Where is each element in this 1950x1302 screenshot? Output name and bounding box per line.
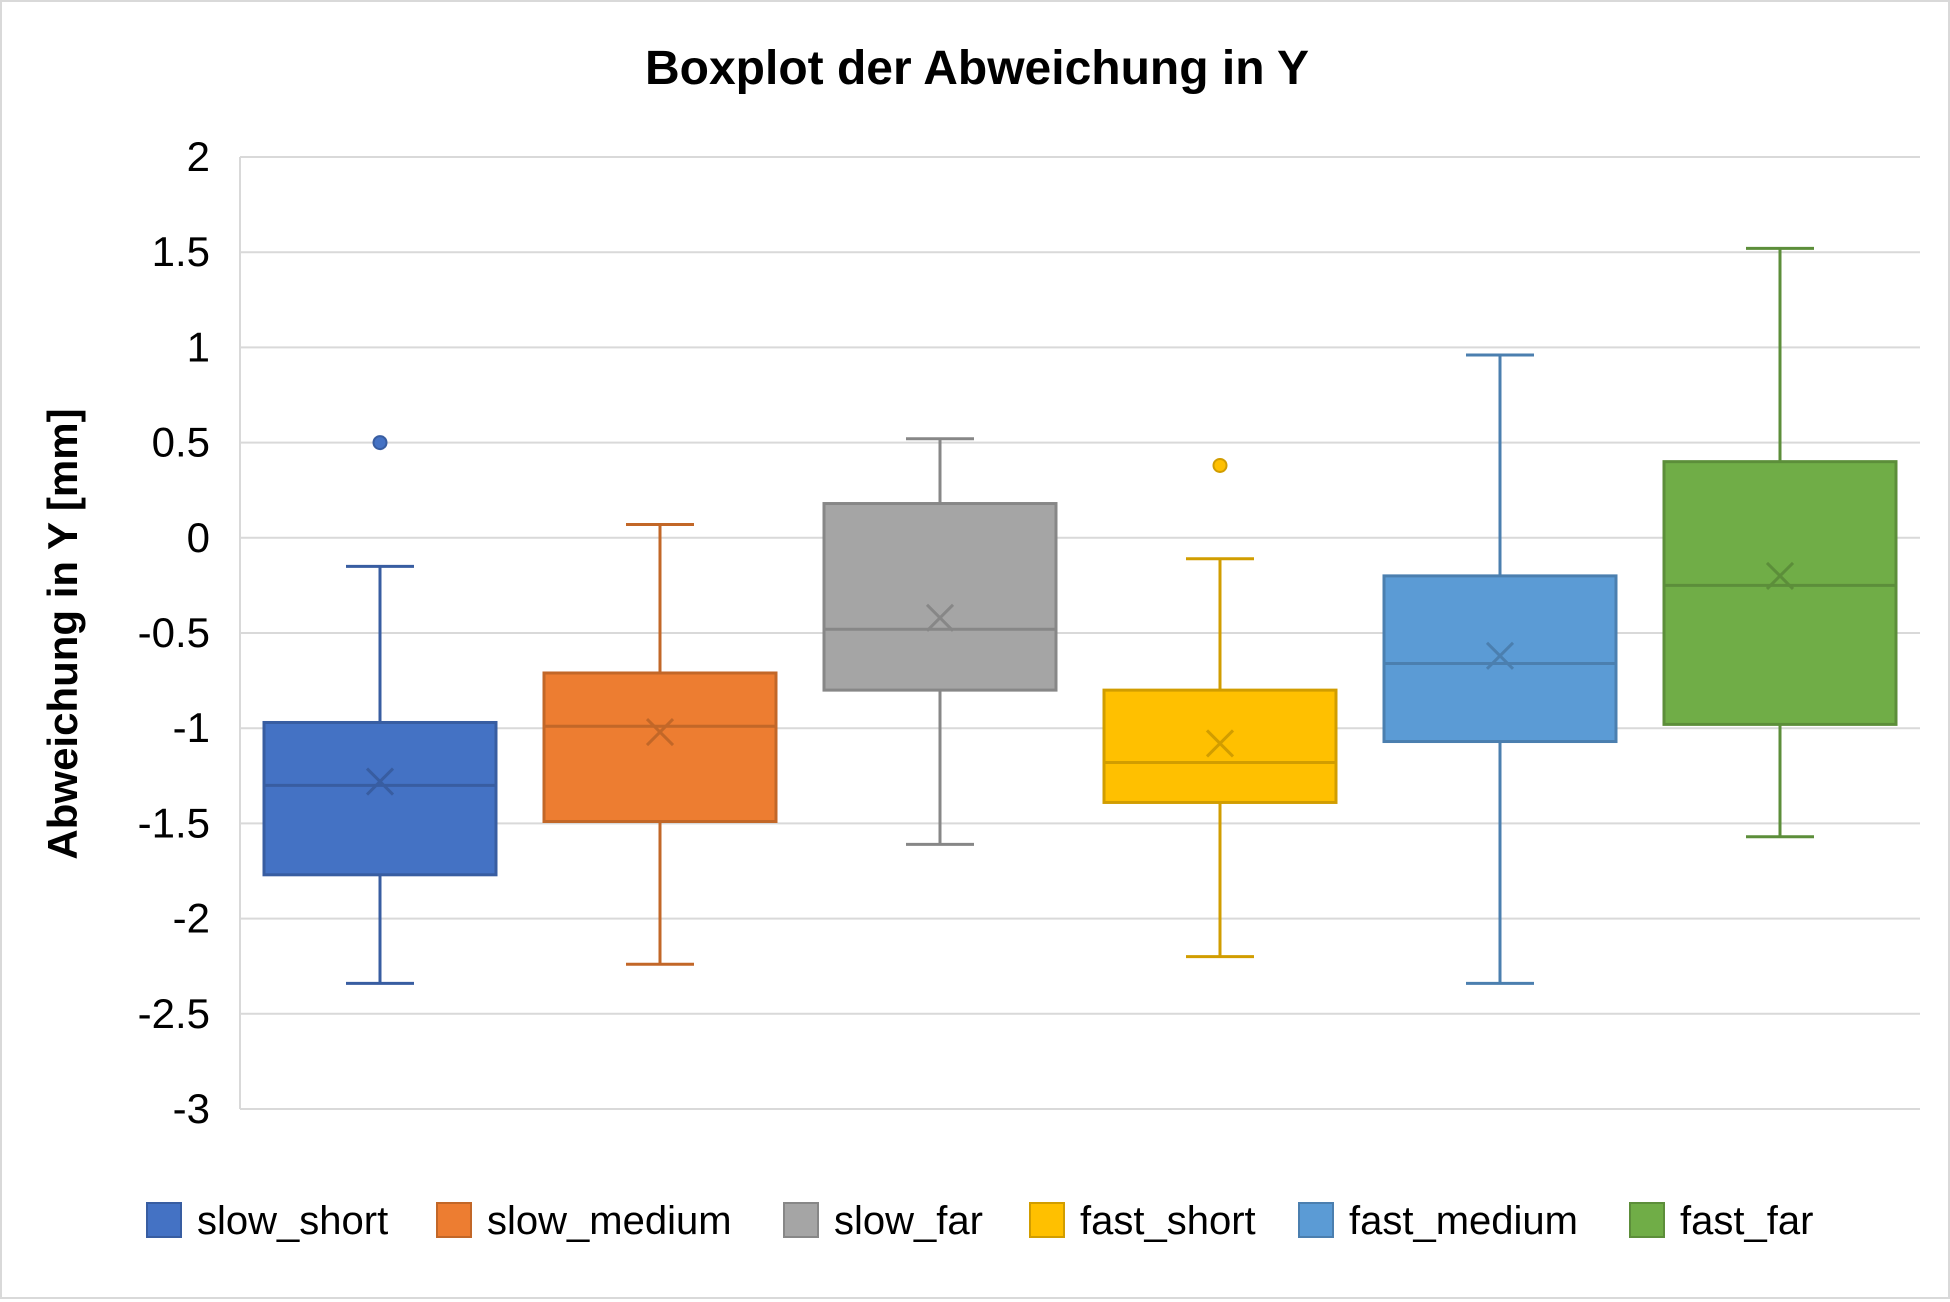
legend: slow_short slow_medium slow_far fast_short f…	[146, 1199, 1813, 1243]
legend-swatch	[783, 1202, 819, 1238]
box-iqr	[1662, 460, 1898, 726]
box-fast_far	[1662, 246, 1898, 839]
y-tick-label: 1.5	[152, 228, 210, 275]
grid-lines	[239, 156, 1920, 1110]
box-series	[262, 246, 1898, 985]
legend-swatch	[146, 1202, 182, 1238]
legend-label: slow_short	[197, 1199, 388, 1243]
outlier-point	[372, 435, 388, 451]
legend-label: slow_far	[834, 1199, 983, 1243]
y-tick-label: 0.5	[152, 419, 210, 466]
y-tick-label: -2	[173, 895, 210, 942]
box-iqr	[1382, 574, 1618, 744]
mean-marker	[1765, 561, 1795, 590]
y-tick-label: -3	[173, 1085, 210, 1132]
y-tick-label: -0.5	[138, 609, 210, 656]
y-tick-label: -1	[173, 704, 210, 751]
box-slow_medium	[542, 522, 778, 966]
legend-swatch	[436, 1202, 472, 1238]
y-tick-label: -2.5	[138, 990, 210, 1037]
legend-swatch	[1298, 1202, 1334, 1238]
legend-label: fast_far	[1680, 1199, 1813, 1243]
box-iqr	[822, 502, 1058, 692]
mean-marker	[645, 717, 675, 747]
mean-marker-stroke	[1485, 641, 1515, 670]
y-tick-label: 1	[187, 323, 210, 370]
mean-marker	[1205, 729, 1235, 758]
mean-marker-stroke	[1765, 561, 1795, 590]
legend-item-slow_short: slow_short	[146, 1199, 388, 1243]
legend-item-fast_medium: fast_medium	[1298, 1199, 1578, 1243]
mean-marker	[365, 767, 395, 796]
legend-label: slow_medium	[487, 1199, 732, 1243]
y-tick-label: 0	[187, 514, 210, 561]
box-slow_short	[262, 435, 498, 985]
outlier-point	[1212, 457, 1228, 473]
box-fast_short	[1102, 457, 1338, 959]
mean-marker-stroke	[1205, 729, 1235, 758]
box-slow_far	[822, 437, 1058, 846]
legend-item-fast_far: fast_far	[1629, 1199, 1813, 1243]
y-tick-label: -1.5	[138, 799, 210, 846]
legend-item-fast_short: fast_short	[1029, 1199, 1256, 1243]
legend-label: fast_medium	[1349, 1199, 1578, 1243]
legend-swatch	[1029, 1202, 1065, 1238]
legend-label: fast_short	[1080, 1199, 1256, 1243]
mean-marker-stroke	[365, 767, 395, 796]
mean-marker-stroke	[645, 717, 675, 747]
chart-title: Boxplot der Abweichung in Y	[645, 42, 1309, 95]
box-iqr	[262, 720, 498, 877]
mean-marker-stroke	[925, 603, 955, 632]
legend-item-slow_medium: slow_medium	[436, 1199, 732, 1243]
box-iqr	[542, 671, 778, 823]
legend-item-slow_far: slow_far	[783, 1199, 983, 1243]
y-tick-label: 2	[187, 133, 210, 180]
y-axis-label: Abweichung in Y [mm]	[39, 408, 86, 859]
mean-marker	[925, 603, 955, 632]
box-fast_medium	[1382, 353, 1618, 985]
legend-swatch	[1629, 1202, 1665, 1238]
y-tick-labels: 2 1.5 1 0.5 0 -0.5 -1 -1.5 -2 -2.5 -3	[138, 133, 210, 1132]
mean-marker	[1485, 641, 1515, 670]
box-iqr	[1102, 688, 1338, 804]
